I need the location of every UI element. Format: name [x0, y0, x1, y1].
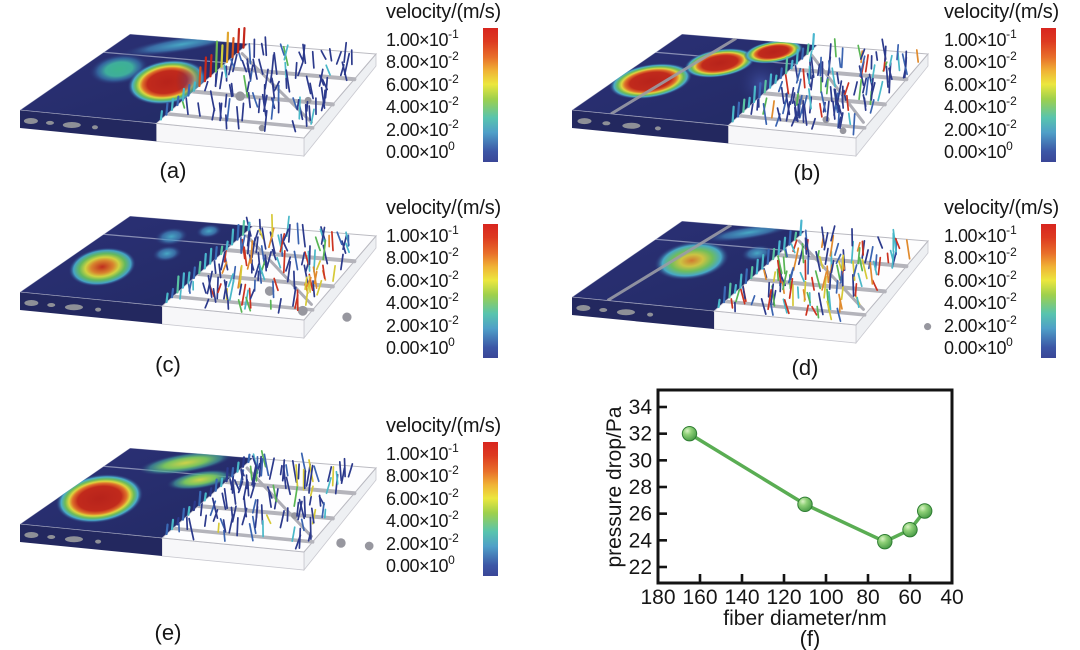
x-axis-label: fiber diameter/nm: [723, 607, 886, 630]
colorbar-gradient: [1041, 224, 1056, 358]
colorbar-tick-label: 1.00×10-1: [386, 441, 459, 464]
y-tick-label: 28: [629, 476, 652, 499]
colorbar-tick-label: 0.00×100: [386, 552, 455, 576]
cut-plane-vectors: [159, 26, 246, 121]
y-tick-label: 34: [629, 396, 653, 419]
colorbar-tick-label: 0.00×100: [386, 138, 455, 162]
data-point: [902, 521, 918, 538]
y-tick-label: 26: [629, 503, 652, 526]
colorbar-tick-label: 0.00×100: [944, 138, 1013, 162]
colorbar-tick-label: 2.00×10-2: [386, 312, 459, 336]
colorbar-tick-label: 8.00×10-2: [386, 245, 459, 269]
x-tick-label: 40: [940, 586, 963, 609]
y-axis-label: pressure drop/Pa: [606, 406, 626, 567]
panel-label-b: (b): [793, 160, 821, 185]
colorbar-tick-label: 4.00×10-2: [944, 290, 1017, 314]
streamlines: [177, 450, 354, 550]
pressure-drop-chart: 22 24 26 28 30 32 34 180 160 140 120 100 80 60 40 fiber…: [606, 388, 964, 630]
colorbar-tick-label: 6.00×10-2: [386, 71, 459, 95]
colorbar-gradient: [483, 28, 498, 162]
colorbar-tick-label: 2.00×10-2: [386, 116, 459, 140]
cut-plane-vectors: [731, 33, 815, 123]
colorbar-tick-label: 8.00×10-2: [386, 49, 459, 73]
x-tick-label: 80: [856, 586, 879, 609]
colorbar-tick-label: 1.00×10-1: [386, 223, 459, 246]
colorbar-tick-label: 0.00×100: [386, 334, 455, 358]
velocity-contours: [68, 223, 232, 287]
colorbar-b: velocity/(m/s) 1.00×10-1 8.00×10-2 6.00×10-…: [944, 0, 1080, 162]
colorbar-c: velocity/(m/s) 1.00×10-1 8.00×10-2 6.00×10-…: [386, 196, 548, 358]
cut-plane-vectors: [165, 453, 251, 536]
x-tick-label: 120: [766, 586, 801, 609]
panel-label-f: (f): [799, 626, 821, 650]
colorbar-tick-label: 1.00×10-1: [386, 27, 459, 50]
colorbar-tick-label: 0.00×100: [944, 334, 1013, 358]
colorbar-tick-label: 6.00×10-2: [944, 267, 1017, 291]
streamlines: [179, 213, 350, 314]
cfd-render-e: [18, 447, 378, 572]
cfd-render-a: [18, 26, 378, 158]
colorbar-gradient: [1041, 28, 1056, 162]
panel-label-a: (a): [159, 158, 187, 183]
streamlines: [179, 36, 353, 133]
colorbar-tick-label: 6.00×10-2: [386, 485, 459, 509]
colorbar-gradient: [483, 224, 498, 358]
colorbar-gradient: [483, 442, 498, 576]
cfd-render-c: [18, 213, 378, 340]
panel-label-e: (e): [154, 620, 182, 645]
x-tick-label: 60: [898, 586, 921, 609]
cut-plane-vectors: [717, 219, 803, 309]
colorbar-tick-label: 6.00×10-2: [386, 267, 459, 291]
colorbar-a: velocity/(m/s) 1.00×10-1 8.00×10-2 6.00×10-…: [386, 0, 548, 162]
colorbar-tick-label: 8.00×10-2: [944, 49, 1017, 73]
x-tick-label: 160: [682, 586, 717, 609]
colorbar-title: velocity/(m/s): [944, 197, 1059, 219]
colorbar-tick-label: 1.00×10-1: [944, 223, 1017, 246]
colorbar-tick-label: 8.00×10-2: [386, 463, 459, 487]
colorbar-tick-label: 4.00×10-2: [386, 508, 459, 532]
colorbar-tick-label: 8.00×10-2: [944, 245, 1017, 269]
data-point: [877, 533, 893, 550]
colorbar-tick-label: 2.00×10-2: [386, 530, 459, 554]
y-tick-label: 22: [629, 556, 652, 579]
colorbar-tick-label: 1.00×10-1: [944, 27, 1017, 50]
colorbar-d: velocity/(m/s) 1.00×10-1 8.00×10-2 6.00×10-…: [944, 196, 1080, 358]
colorbar-e: velocity/(m/s) 1.00×10-1 8.00×10-2 6.00×10-…: [386, 414, 548, 576]
x-tick-label: 180: [640, 586, 675, 609]
data-point: [917, 503, 933, 519]
cfd-render-b: [570, 33, 930, 158]
colorbar-tick-label: 4.00×10-2: [386, 290, 459, 314]
colorbar-title: velocity/(m/s): [944, 1, 1059, 23]
cfd-render-d: [570, 219, 932, 345]
data-point: [681, 425, 698, 442]
colorbar-tick-label: 6.00×10-2: [944, 71, 1017, 95]
pressure-drop-line: [688, 432, 927, 544]
y-tick-label: 24: [629, 529, 653, 552]
data-point: [797, 496, 813, 513]
y-tick-label: 32: [629, 423, 652, 446]
colorbar-tick-label: 4.00×10-2: [386, 94, 459, 118]
colorbar-tick-label: 2.00×10-2: [944, 116, 1017, 140]
colorbar-tick-label: 4.00×10-2: [944, 94, 1017, 118]
x-tick-label: 100: [808, 586, 843, 609]
y-tick-label: 30: [629, 449, 652, 472]
colorbar-tick-label: 2.00×10-2: [944, 312, 1017, 336]
colorbar-title: velocity/(m/s): [386, 415, 501, 437]
colorbar-title: velocity/(m/s): [386, 1, 501, 23]
velocity-contours: [606, 222, 795, 302]
colorbar-title: velocity/(m/s): [386, 197, 501, 219]
cut-plane-vectors: [165, 219, 251, 304]
x-tick-label: 140: [724, 586, 759, 609]
panel-label-c: (c): [155, 352, 181, 377]
panel-label-d: (d): [791, 355, 819, 380]
